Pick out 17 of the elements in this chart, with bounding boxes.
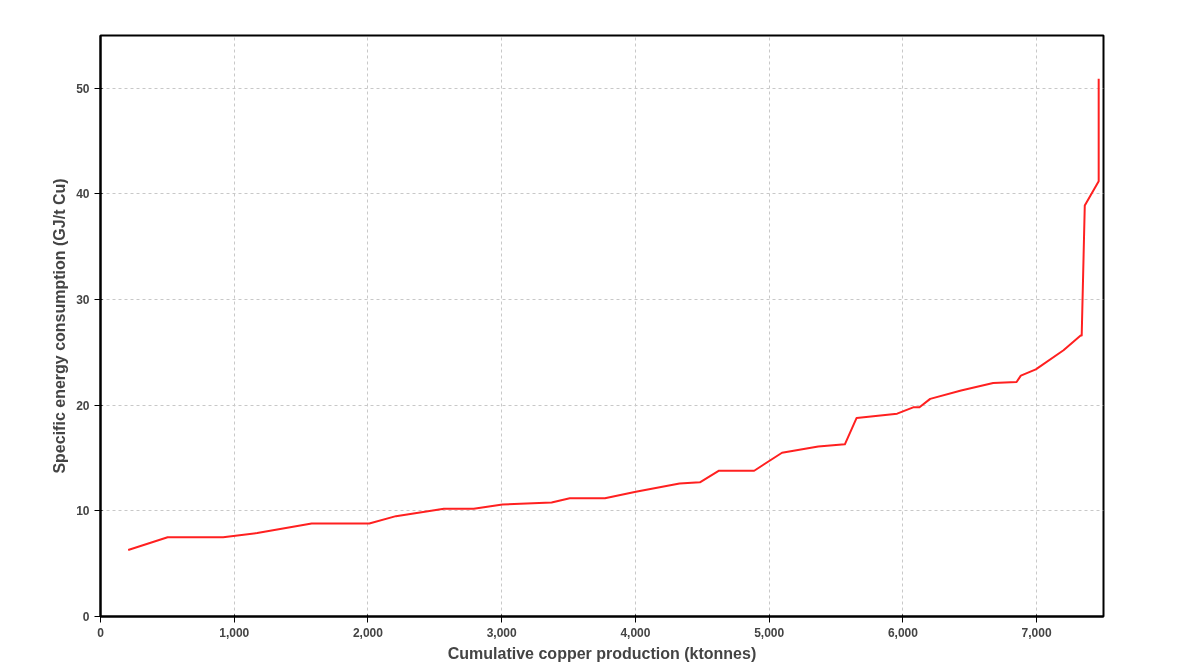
x-tick-label: 7,000 xyxy=(1021,625,1052,640)
y-tick-label: 20 xyxy=(76,398,90,413)
y-tick-label: 50 xyxy=(76,81,90,96)
x-tick-label: 4,000 xyxy=(620,625,651,640)
y-tick-label: 0 xyxy=(82,610,90,624)
line-series xyxy=(127,77,1100,551)
y-tick-label: 40 xyxy=(76,187,90,202)
y-tick-label: 10 xyxy=(76,504,90,519)
x-tick-label: 1,000 xyxy=(219,625,250,640)
x-tick-label: 0 xyxy=(97,625,105,640)
x-tick-label: 5,000 xyxy=(754,625,785,640)
x-tick-label: 6,000 xyxy=(887,625,919,640)
x-axis-title: Cumulative copper production (ktonnes) xyxy=(447,644,757,662)
x-tick-label: 3,000 xyxy=(486,625,518,640)
y-tick-label: 30 xyxy=(76,293,90,308)
x-tick-label: 2,000 xyxy=(352,625,384,640)
y-axis-title: Specific energy consumption (GJ/t Cu) xyxy=(51,178,69,474)
